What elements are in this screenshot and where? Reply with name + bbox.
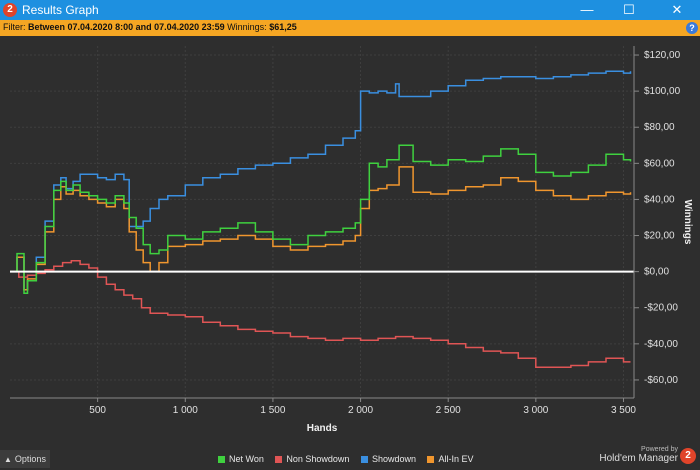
brand-block: Powered by Hold'em Manager — [599, 446, 678, 464]
y-tick-label: -$20,00 — [644, 303, 678, 314]
y-tick-label: $120,00 — [644, 50, 681, 61]
minimize-icon[interactable]: — — [580, 2, 594, 17]
maximize-icon[interactable]: ☐ — [623, 2, 635, 17]
y-tick-label: $20,00 — [644, 231, 675, 242]
help-icon[interactable]: ? — [686, 22, 698, 34]
legend-swatch — [218, 456, 225, 464]
winnings-label: Winnings: — [227, 22, 267, 32]
results-chart: 500 1 000 1 500 2 000 2 500 3 000 3 500 $120,00… — [0, 36, 700, 448]
options-button[interactable]: ▲ Options — [0, 450, 50, 468]
x-tick-label: 3 500 — [611, 405, 636, 416]
filter-label: Filter: — [3, 22, 26, 32]
close-icon[interactable]: ✕ — [671, 2, 683, 17]
legend-label: All-In EV — [438, 454, 474, 464]
legend-item-net-won[interactable]: Net Won — [218, 454, 264, 464]
legend-label: Net Won — [229, 454, 264, 464]
y-axis-label: Winnings — [682, 200, 693, 245]
brand-name: Hold'em Manager — [599, 453, 678, 464]
chevron-up-icon: ▲ — [4, 455, 12, 464]
legend-item-all-in-ev[interactable]: All-In EV — [427, 454, 474, 464]
showdown-line — [10, 70, 632, 291]
x-tick-label: 2 000 — [348, 405, 373, 416]
filter-range: Between 07.04.2020 8:00 and 07.04.2020 2… — [28, 22, 225, 32]
chart-svg: 500 1 000 1 500 2 000 2 500 3 000 3 500 $120,00… — [10, 46, 693, 434]
legend-swatch — [360, 456, 368, 464]
y-tick-label: $60,00 — [644, 158, 675, 169]
x-tick-label: 3 000 — [523, 405, 548, 416]
y-tick-label: $80,00 — [644, 122, 675, 133]
window-title: Results Graph — [22, 3, 99, 17]
legend-item-non-showdown[interactable]: Non Showdown — [275, 454, 349, 464]
legend-swatch — [427, 456, 435, 464]
powered-by-label: Powered by — [641, 446, 678, 453]
y-tick-label: -$40,00 — [644, 339, 678, 350]
app-logo-icon: 2 — [3, 3, 17, 17]
y-tick-label: -$60,00 — [644, 375, 678, 386]
options-label: Options — [14, 454, 46, 464]
chart-legend: Net Won Non Showdown Showdown All-In EV — [218, 454, 483, 464]
y-tick-label: $40,00 — [644, 194, 675, 205]
hm2-logo-icon: 2 — [680, 448, 696, 464]
legend-swatch — [275, 456, 283, 464]
x-tick-label: 2 500 — [436, 405, 461, 416]
legend-item-showdown[interactable]: Showdown — [360, 454, 416, 464]
legend-label: Non Showdown — [286, 454, 350, 464]
legend-label: Showdown — [371, 454, 416, 464]
x-tick-label: 1 000 — [173, 405, 198, 416]
x-axis-label: Hands — [307, 423, 338, 434]
x-tick-label: 1 500 — [260, 405, 285, 416]
winnings-value: $61,25 — [269, 22, 297, 32]
net-won-line — [10, 144, 632, 295]
filter-bar: Filter: Between 07.04.2020 8:00 and 07.0… — [0, 20, 700, 36]
x-tick-label: 500 — [89, 405, 106, 416]
y-tick-label: $0,00 — [644, 267, 669, 278]
non-showdown-line — [10, 260, 631, 369]
title-bar: 2 Results Graph — ☐ ✕ — [0, 0, 700, 20]
all-in-ev-line — [10, 166, 632, 291]
y-tick-label: $100,00 — [644, 86, 681, 97]
